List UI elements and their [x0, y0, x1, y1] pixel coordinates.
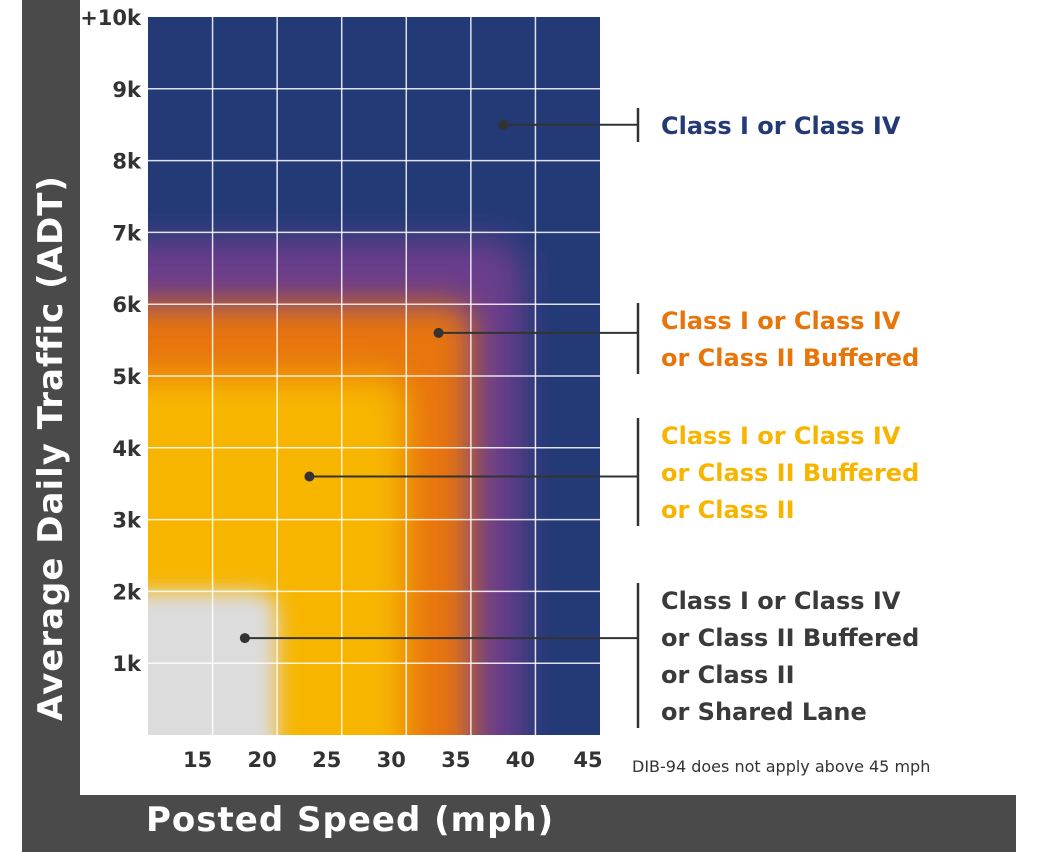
x-tick-label: 35	[441, 748, 470, 772]
category-label-line: Class I or Class IV	[661, 307, 901, 335]
y-tick-labels: 1k 2k 3k 4k 5k 6k 7k 8k 9k +10k	[80, 6, 142, 676]
y-tick-label: 6k	[112, 293, 142, 317]
y-tick-label: 8k	[112, 150, 142, 174]
category-label-line: or Class II Buffered	[661, 344, 919, 372]
y-tick-label: +10k	[80, 6, 142, 30]
marker-dot	[239, 633, 250, 644]
y-tick-label: 4k	[112, 437, 142, 461]
y-axis-band	[22, 0, 80, 800]
grid-lines	[148, 17, 600, 735]
y-tick-label: 1k	[112, 652, 142, 676]
x-axis-band	[22, 795, 1016, 852]
category-label-line: Class I or Class IV	[661, 587, 901, 615]
category-label-line: Class I or Class IV	[661, 112, 901, 140]
x-tick-label: 20	[248, 748, 277, 772]
x-tick-label: 30	[377, 748, 406, 772]
y-tick-label: 9k	[112, 78, 142, 102]
y-tick-label: 7k	[112, 221, 142, 245]
category-label-line: or Class II Buffered	[661, 459, 919, 487]
y-tick-label: 5k	[112, 365, 142, 389]
marker-dot	[433, 327, 444, 338]
category-label-line: or Class II	[661, 661, 795, 689]
x-tick-label: 40	[506, 748, 535, 772]
category-label-line: or Shared Lane	[661, 698, 867, 726]
y-tick-label: 3k	[112, 509, 142, 533]
category-label-line: or Class II Buffered	[661, 624, 919, 652]
x-tick-labels: 15 20 25 30 35 40 45	[183, 748, 603, 772]
x-tick-label: 45	[573, 748, 602, 772]
marker-dot	[304, 471, 315, 482]
x-axis-title: Posted Speed (mph)	[146, 800, 555, 840]
category-callouts: Class I or Class IV Class I or Class IV or…	[239, 108, 919, 728]
category-label-line: or Class II	[661, 496, 795, 524]
note-text: DIB-94 does not apply above 45 mph	[632, 757, 930, 776]
marker-dot	[498, 119, 509, 130]
x-tick-label: 25	[312, 748, 341, 772]
y-tick-label: 2k	[112, 580, 142, 604]
category-label-line: Class I or Class IV	[661, 422, 901, 450]
region-fills	[148, 239, 523, 735]
x-tick-label: 15	[183, 748, 212, 772]
